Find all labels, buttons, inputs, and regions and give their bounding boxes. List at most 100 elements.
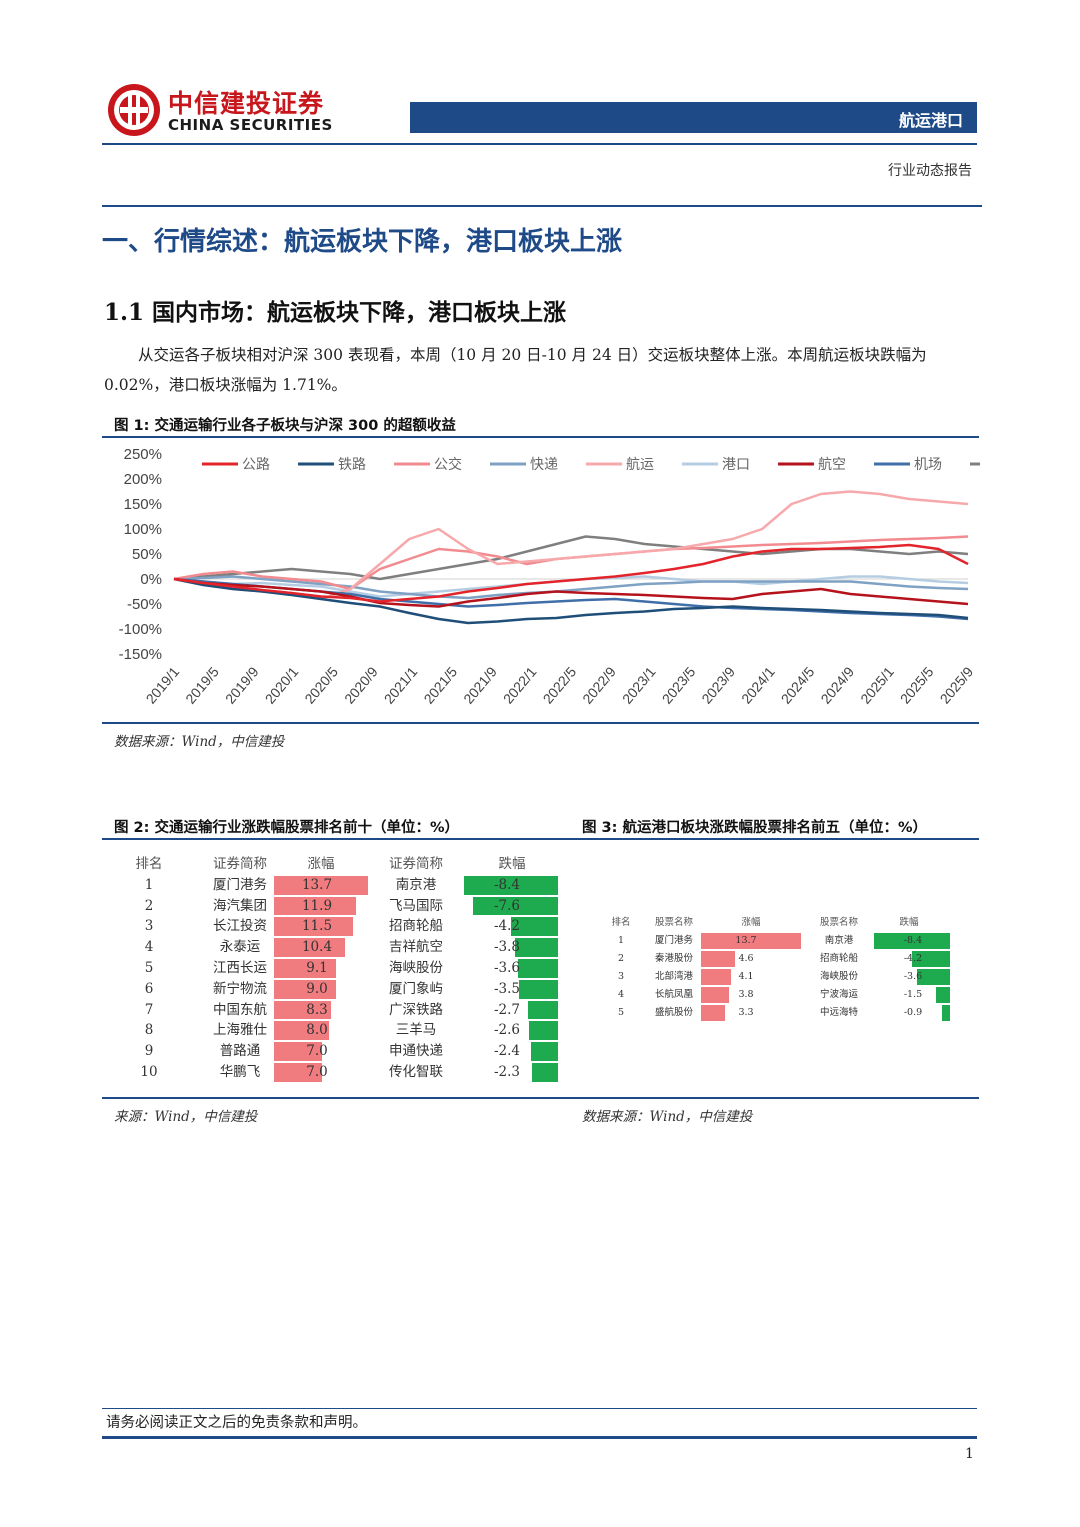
gain-bar [701,969,731,985]
table-header-1: 股票名称 [654,917,693,928]
rank-cell: 2 [617,953,625,964]
gainer-name: 北部湾港 [654,971,693,982]
y-tick-label: 250% [124,446,162,463]
loss-bar [912,951,950,967]
rank-cell: 7 [144,1001,154,1018]
legend-label: 公路 [242,457,270,473]
table-header-0: 排名 [611,917,631,928]
gain-value: 11.5 [301,918,333,935]
loser-name: 南京港 [824,935,854,946]
loss-bar [517,959,558,978]
table-header-1: 证券简称 [213,856,267,872]
table-header-2: 涨幅 [307,856,335,872]
series-line-公路 [173,543,969,603]
loss-value: -4.2 [493,918,521,935]
loser-name: 吉祥航空 [389,939,443,956]
loss-value: -7.6 [493,897,521,914]
gainer-name: 秦港股份 [654,953,693,964]
rank-cell: 4 [144,939,154,956]
loss-bar [528,1021,558,1041]
x-tick-label: 2024/9 [817,663,857,706]
gain-value: 7.0 [306,1043,328,1060]
gain-value: 3.3 [738,1007,754,1018]
x-tick-label: 2020/5 [301,663,341,706]
rank-cell: 1 [144,876,154,893]
loss-value: -3.6 [493,960,521,976]
subsection-title: 1.1 国内市场：航运板块下降，港口板块上涨 [104,299,567,326]
gainer-name: 盛航股份 [654,1007,693,1018]
x-tick-label: 2024/1 [738,663,778,706]
gainer-name: 厦门港务 [213,876,267,893]
gain-bar [274,1000,331,1020]
rank-cell: 4 [617,989,625,1000]
gain-value: 4.6 [738,953,754,964]
x-tick-label: 2024/5 [778,663,818,706]
section-title: 一、行情综述：航运板块下降，港口板块上涨 [102,227,623,257]
logo-chinese-name: 中信建投证券 [168,89,325,118]
gainer-name: 中国东航 [213,1001,267,1018]
legend-label: 航运 [626,457,654,473]
y-tick-label: 150% [124,496,162,513]
loss-bar [531,1042,558,1061]
rank-cell: 3 [144,918,154,935]
gainer-name: 江西长运 [213,960,267,976]
legend-label: 快递 [530,457,558,473]
rank-cell: 6 [144,980,154,997]
loss-bar [511,917,558,937]
gain-bar [274,875,368,895]
loss-value: -2.7 [493,1001,521,1018]
y-tick-label: -100% [119,621,162,638]
loss-value: -3.5 [493,980,521,997]
table-header-4: 跌幅 [498,856,526,872]
legend-label: 航空 [818,457,846,473]
body-paragraph: 从交运各子板块相对沪深 300 表现看，本周（10 月 20 日-10 月 24… [104,340,979,400]
x-tick-label: 2019/5 [182,663,222,706]
loss-value: -8.4 [493,876,521,893]
fig1-top-rule [102,436,979,438]
x-tick-label: 2021/9 [460,663,500,706]
x-tick-label: 2019/1 [143,663,183,706]
footer-thick-rule [102,1436,977,1439]
legend-label: 铁路 [338,457,366,473]
legend-label: 公交 [434,456,462,473]
loss-bar [917,969,950,985]
x-tick-label: 2019/9 [222,663,262,706]
loss-value: -2.6 [493,1022,521,1039]
fig2-title: 图 2: 交通运输行业涨跌幅股票排名前十（单位：%） [114,820,460,836]
x-tick-label: 2023/1 [619,663,659,706]
sector-banner: 航运港口 [410,102,977,133]
gain-value: 3.8 [738,989,754,1000]
gainer-name: 长江投资 [213,918,267,935]
gain-value: 10.4 [301,939,333,956]
gain-bar [274,938,346,957]
legend-label: 机场 [914,457,942,473]
x-tick-label: 2021/1 [381,663,421,706]
loss-bar [472,896,558,916]
loser-name: 招商轮船 [389,918,443,935]
sector-label: 航运港口 [898,111,963,130]
table-header-2: 涨幅 [741,917,761,928]
loser-name: 厦门象屿 [389,980,443,997]
loser-name: 海峡股份 [389,960,443,976]
loss-bar [515,938,558,957]
fig3-source: 数据来源：Wind，中信建投 [582,1109,753,1125]
disclaimer: 请务必阅读正文之后的免责条款和声明。 [106,1415,367,1431]
loser-name: 飞马国际 [389,897,443,914]
series-line-快递 [173,575,969,600]
gain-bar [274,1042,323,1061]
gainer-name: 上海雅仕 [213,1022,267,1039]
legend-label: 港口 [722,457,750,473]
fig2-source: 来源：Wind，中信建投 [114,1109,258,1125]
x-tick-label: 2025/9 [937,663,977,706]
gain-bar [274,1021,329,1041]
loss-bar [936,987,950,1003]
x-tick-label: 2022/1 [500,663,540,706]
gain-value: 11.9 [301,897,333,914]
gainer-name: 华鹏飞 [219,1064,261,1080]
loss-value: -2.3 [493,1064,521,1080]
header-divider [102,143,977,145]
gain-value: 8.0 [306,1022,328,1039]
loser-name: 南京港 [395,876,437,893]
gain-bar [701,1005,726,1021]
gainer-name: 新宁物流 [213,980,267,997]
